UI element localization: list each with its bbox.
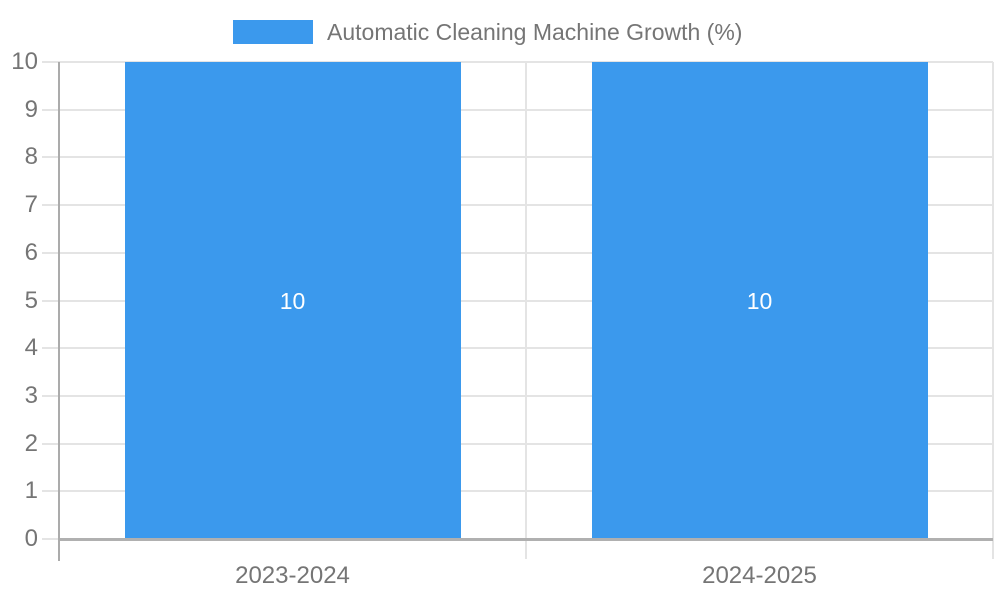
bar xyxy=(124,62,461,539)
y-tick-label: 6 xyxy=(24,238,38,266)
y-gridline xyxy=(42,347,993,350)
y-gridline xyxy=(42,204,993,207)
bar-value-label: 10 xyxy=(746,287,773,314)
bar-value-label: 10 xyxy=(279,287,306,314)
y-gridline xyxy=(42,490,993,493)
y-tick-label: 10 xyxy=(11,48,38,75)
y-tick-label: 9 xyxy=(24,95,38,123)
y-gridline xyxy=(42,61,993,63)
y-gridline xyxy=(42,299,993,302)
y-tick-label: 2 xyxy=(24,429,38,457)
y-tick-label: 5 xyxy=(24,286,38,314)
y-tick-label: 1 xyxy=(24,477,38,505)
x-tick-label: 2023-2024 xyxy=(235,562,350,589)
category-separator xyxy=(992,62,994,559)
x-axis-line xyxy=(58,538,993,541)
y-tick-label: 8 xyxy=(24,143,38,171)
y-gridline xyxy=(42,394,993,397)
y-tick-label: 3 xyxy=(24,381,38,409)
y-gridline xyxy=(42,442,993,445)
y-gridline xyxy=(42,251,993,254)
x-tick-label: 2024-2025 xyxy=(702,562,817,589)
y-tick-label: 7 xyxy=(24,191,38,219)
category-separator xyxy=(525,62,527,559)
y-axis-line xyxy=(58,62,60,561)
legend: Automatic Cleaning Machine Growth (%) xyxy=(233,18,743,45)
y-gridline xyxy=(42,108,993,111)
y-tick-label: 0 xyxy=(24,525,38,552)
legend-swatch xyxy=(233,20,313,44)
bar xyxy=(591,62,928,539)
y-gridline xyxy=(42,156,993,159)
y-tick-label: 4 xyxy=(24,334,38,362)
legend-label: Automatic Cleaning Machine Growth (%) xyxy=(327,18,743,45)
